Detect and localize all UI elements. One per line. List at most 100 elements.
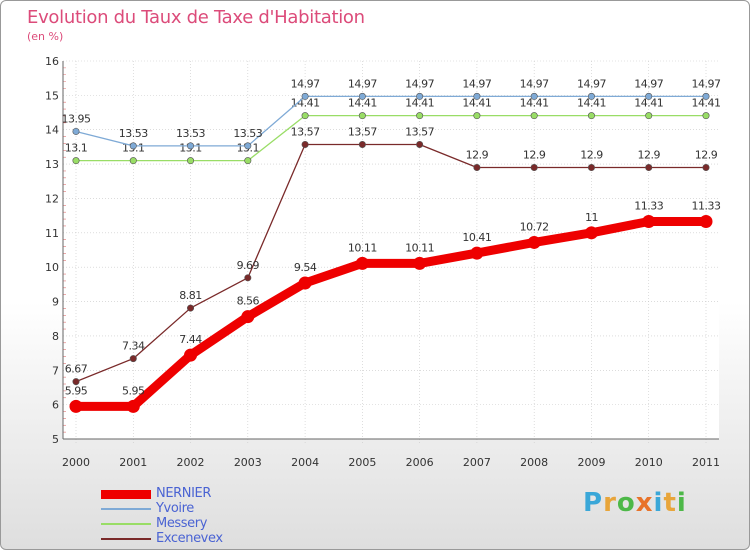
logo-letter: t bbox=[663, 488, 677, 518]
data-label-nernier: 7.44 bbox=[179, 333, 202, 346]
data-label-excenevex: 6.67 bbox=[65, 363, 88, 376]
data-label-nernier: 10.11 bbox=[405, 241, 434, 254]
data-label-yvoire: 14.97 bbox=[577, 77, 606, 90]
data-label-messery: 14.41 bbox=[634, 97, 663, 110]
data-point-yvoire bbox=[587, 92, 595, 100]
data-label-excenevex: 12.9 bbox=[523, 149, 546, 162]
y-tick-label: 14 bbox=[45, 124, 59, 137]
data-point-nernier bbox=[69, 399, 83, 413]
data-point-yvoire bbox=[416, 92, 424, 100]
x-tick-label: 2011 bbox=[692, 456, 720, 469]
data-point-yvoire bbox=[129, 142, 137, 150]
data-label-yvoire: 14.97 bbox=[405, 77, 434, 90]
x-tick-label: 2002 bbox=[177, 456, 205, 469]
legend-swatch bbox=[101, 523, 151, 525]
data-label-nernier: 10.41 bbox=[462, 231, 491, 244]
data-point-excenevex bbox=[530, 164, 538, 172]
logo-letter: i bbox=[653, 488, 664, 518]
data-point-messery bbox=[416, 112, 424, 120]
data-point-yvoire bbox=[244, 142, 252, 150]
data-point-excenevex bbox=[129, 355, 137, 363]
legend-label: NERNIER bbox=[156, 486, 211, 501]
data-label-nernier: 9.54 bbox=[294, 261, 317, 274]
data-point-messery bbox=[587, 112, 595, 120]
legend-swatch bbox=[101, 538, 151, 540]
logo-letter: P bbox=[583, 488, 604, 518]
logo-letter: o bbox=[616, 488, 636, 518]
data-point-messery bbox=[645, 112, 653, 120]
data-point-yvoire bbox=[72, 127, 80, 135]
data-label-yvoire: 13.53 bbox=[233, 127, 262, 140]
data-label-yvoire: 14.97 bbox=[291, 77, 320, 90]
data-point-nernier bbox=[241, 310, 255, 324]
data-label-nernier: 11.33 bbox=[692, 199, 721, 212]
x-tick-label: 2004 bbox=[291, 456, 319, 469]
data-point-nernier bbox=[355, 256, 369, 270]
series-line-yvoire bbox=[75, 95, 707, 147]
data-point-nernier bbox=[413, 256, 427, 270]
y-tick-label: 13 bbox=[45, 158, 59, 171]
data-point-nernier bbox=[470, 246, 484, 260]
data-point-excenevex bbox=[301, 141, 309, 149]
data-label-yvoire: 14.97 bbox=[520, 77, 549, 90]
data-point-yvoire bbox=[358, 92, 366, 100]
chart-subtitle: (en %) bbox=[27, 30, 64, 43]
data-label-nernier: 8.56 bbox=[237, 295, 260, 308]
legend-label: Messery bbox=[156, 516, 207, 531]
data-label-excenevex: 9.69 bbox=[237, 259, 260, 272]
data-point-yvoire bbox=[187, 142, 195, 150]
data-point-yvoire bbox=[473, 92, 481, 100]
y-tick-label: 8 bbox=[52, 330, 59, 343]
y-tick-label: 9 bbox=[52, 296, 59, 309]
data-point-excenevex bbox=[244, 274, 252, 282]
proxiti-logo: Proxiti bbox=[583, 488, 687, 518]
data-point-messery bbox=[244, 157, 252, 165]
data-label-nernier: 11.33 bbox=[634, 199, 663, 212]
x-tick-label: 2008 bbox=[520, 456, 548, 469]
data-label-excenevex: 12.9 bbox=[695, 149, 718, 162]
logo-letter: x bbox=[635, 488, 654, 518]
data-label-excenevex: 13.57 bbox=[348, 126, 377, 139]
data-label-yvoire: 13.53 bbox=[119, 127, 148, 140]
data-label-messery: 13.1 bbox=[65, 142, 88, 155]
data-point-excenevex bbox=[645, 164, 653, 172]
data-point-messery bbox=[358, 112, 366, 120]
legend-label: Excenevex bbox=[156, 531, 223, 546]
data-point-messery bbox=[129, 157, 137, 165]
data-point-nernier bbox=[184, 348, 198, 362]
data-point-excenevex bbox=[187, 304, 195, 312]
data-point-yvoire bbox=[702, 92, 710, 100]
y-tick-label: 12 bbox=[45, 192, 59, 205]
y-tick-label: 5 bbox=[52, 433, 59, 446]
data-point-messery bbox=[473, 112, 481, 120]
data-label-nernier: 5.95 bbox=[65, 384, 88, 397]
data-label-nernier: 11 bbox=[585, 211, 598, 224]
x-tick-label: 2001 bbox=[119, 456, 147, 469]
x-tick-label: 2000 bbox=[62, 456, 90, 469]
data-point-nernier bbox=[527, 235, 541, 249]
x-tick-label: 2006 bbox=[406, 456, 434, 469]
data-label-nernier: 10.11 bbox=[348, 241, 377, 254]
data-point-messery bbox=[702, 112, 710, 120]
data-point-excenevex bbox=[473, 164, 481, 172]
chart-title: Evolution du Taux de Taxe d'Habitation bbox=[27, 7, 365, 28]
logo-letter: r bbox=[603, 488, 617, 518]
data-point-messery bbox=[72, 157, 80, 165]
series-line-nernier bbox=[71, 216, 711, 411]
data-label-excenevex: 12.9 bbox=[466, 149, 489, 162]
x-tick-label: 2003 bbox=[234, 456, 262, 469]
legend-swatch bbox=[101, 508, 151, 510]
data-point-nernier bbox=[642, 214, 656, 228]
data-point-messery bbox=[187, 157, 195, 165]
y-tick-label: 6 bbox=[52, 399, 59, 412]
x-tick-label: 2010 bbox=[635, 456, 663, 469]
data-label-messery: 14.41 bbox=[520, 97, 549, 110]
data-label-nernier: 10.72 bbox=[520, 220, 549, 233]
data-label-messery: 14.41 bbox=[462, 97, 491, 110]
legend-swatch bbox=[101, 489, 151, 499]
data-label-messery: 14.41 bbox=[405, 97, 434, 110]
data-label-excenevex: 13.57 bbox=[405, 126, 434, 139]
data-label-messery: 14.41 bbox=[692, 97, 721, 110]
data-point-nernier bbox=[126, 399, 140, 413]
